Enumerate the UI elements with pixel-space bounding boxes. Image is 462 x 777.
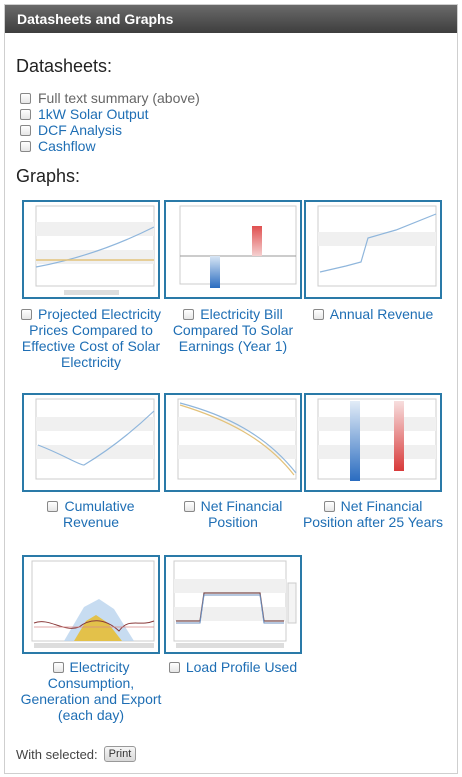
graph-caption-projected-prices[interactable]: Projected Electricity Prices Compared to…	[18, 306, 164, 370]
graph-link[interactable]: Load Profile Used	[185, 659, 298, 675]
graph-caption-load-profile[interactable]: Load Profile Used	[160, 659, 306, 675]
checkbox[interactable]	[312, 309, 324, 320]
graph-caption-bill-vs-earnings[interactable]: Electricity Bill Compared To Solar Earni…	[160, 306, 306, 354]
panel-header: Datasheets and Graphs	[5, 5, 457, 33]
graphs-heading: Graphs:	[16, 166, 81, 186]
graph-link[interactable]: Cumulative Revenue	[62, 498, 135, 530]
graph-caption-net-position-25-years[interactable]: Net Financial Position after 25 Years	[300, 498, 446, 530]
graph-thumb-net-position-25-years[interactable]	[304, 393, 442, 492]
datasheet-item-solar-output[interactable]: 1kW Solar Output	[20, 106, 200, 122]
checkbox[interactable]	[47, 501, 59, 512]
graph-link[interactable]: Electricity Bill Compared To Solar Earni…	[172, 306, 294, 354]
graph-thumb-cumulative-revenue[interactable]	[22, 393, 160, 492]
datasheet-item-full-summary[interactable]: Full text summary (above)	[20, 90, 200, 106]
bulk-actions: With selected: Print	[16, 746, 137, 762]
graph-link[interactable]: Electricity Consumption, Generation and …	[20, 659, 162, 723]
graph-caption-consumption-generation[interactable]: Electricity Consumption, Generation and …	[18, 659, 164, 723]
checkbox[interactable]	[168, 662, 180, 673]
checkbox[interactable]	[20, 108, 31, 120]
datasheet-label: Full text summary (above)	[38, 90, 200, 106]
datasheet-link[interactable]: DCF Analysis	[38, 122, 123, 138]
graph-thumb-projected-prices[interactable]	[22, 200, 160, 299]
checkbox[interactable]	[20, 92, 31, 104]
checkbox[interactable]	[20, 124, 31, 136]
datasheets-heading: Datasheets:	[16, 56, 113, 76]
checkbox[interactable]	[20, 140, 31, 152]
datasheets-list: Full text summary (above) 1kW Solar Outp…	[20, 86, 200, 154]
datasheet-link[interactable]: 1kW Solar Output	[38, 106, 149, 122]
checkbox[interactable]	[323, 501, 335, 512]
graph-link[interactable]: Net Financial Position	[200, 498, 283, 530]
checkbox[interactable]	[52, 662, 64, 673]
graph-caption-net-financial-position[interactable]: Net Financial Position	[160, 498, 306, 530]
graph-link[interactable]: Projected Electricity Prices Compared to…	[21, 306, 161, 370]
graph-thumb-annual-revenue[interactable]	[304, 200, 442, 299]
graph-thumb-consumption-generation[interactable]	[22, 555, 160, 654]
graph-link[interactable]: Annual Revenue	[329, 306, 434, 322]
graph-thumb-net-financial-position[interactable]	[164, 393, 302, 492]
datasheet-link[interactable]: Cashflow	[38, 138, 96, 154]
graph-caption-cumulative-revenue[interactable]: Cumulative Revenue	[18, 498, 164, 530]
checkbox[interactable]	[183, 309, 195, 320]
datasheet-item-cashflow[interactable]: Cashflow	[20, 138, 200, 154]
graph-caption-annual-revenue[interactable]: Annual Revenue	[300, 306, 446, 322]
print-button[interactable]: Print	[103, 746, 137, 762]
checkbox[interactable]	[21, 309, 33, 320]
graph-thumb-bill-vs-earnings[interactable]	[164, 200, 302, 299]
checkbox[interactable]	[183, 501, 195, 512]
datasheet-item-dcf-analysis[interactable]: DCF Analysis	[20, 122, 200, 138]
graph-thumb-load-profile[interactable]	[164, 555, 302, 654]
with-selected-label: With selected:	[16, 746, 98, 762]
graph-link[interactable]: Net Financial Position after 25 Years	[302, 498, 444, 530]
